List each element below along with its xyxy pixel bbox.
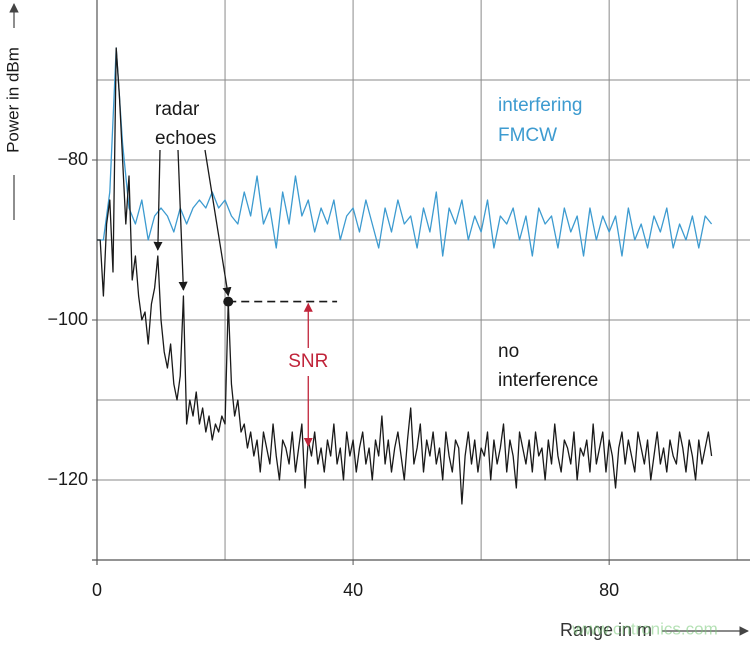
y-axis-label: Power in dBm: [3, 47, 22, 153]
annotation-text: interfering: [498, 95, 583, 116]
annotation-text: no: [498, 341, 519, 362]
y-tick-label: −100: [47, 309, 88, 329]
x-tick-label: 80: [599, 580, 619, 600]
annotation-text: interference: [498, 370, 598, 391]
grid: [97, 0, 750, 560]
annotation-text: echoes: [155, 128, 216, 149]
annotation-text: FMCW: [498, 125, 557, 146]
series-line: [97, 47, 713, 505]
echo-marker: [223, 296, 234, 307]
y-tick-label: −80: [57, 149, 88, 169]
echo-arrow: [177, 149, 188, 291]
echo-arrow: [204, 149, 232, 297]
watermark: www.cntronics.com: [571, 619, 717, 638]
snr-label: SNR: [288, 351, 328, 372]
x-tick-label: 40: [343, 580, 363, 600]
series-line: [97, 47, 713, 257]
echo-arrow: [153, 149, 163, 251]
y-tick-label: −120: [47, 469, 88, 489]
x-axis-label: Range in m: [560, 620, 652, 640]
snr-label-bg: [284, 348, 333, 376]
annotation-text: radar: [155, 99, 200, 120]
x-tick-label: 0: [92, 580, 102, 600]
